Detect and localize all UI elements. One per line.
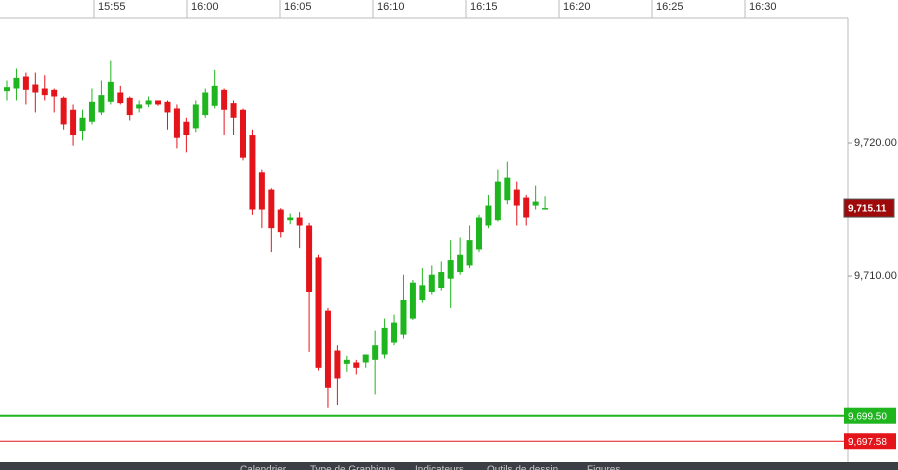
candle-body [173, 108, 180, 138]
candle-body [532, 201, 539, 206]
y-tick-label: 9,720.00 [854, 137, 897, 149]
candle-body [296, 217, 303, 226]
candle-body [4, 87, 10, 92]
candle-body [22, 76, 29, 90]
candle-body [202, 92, 209, 116]
candle-body [504, 177, 511, 201]
toolbar-item[interactable]: Calendrier [240, 465, 287, 470]
candle-body [523, 197, 530, 218]
candle-body [145, 100, 152, 105]
candle-body [409, 282, 416, 319]
candle-body [88, 101, 95, 122]
x-tick-label: 16:10 [377, 1, 405, 13]
candle-body [183, 121, 190, 136]
x-tick-label: 16:00 [191, 1, 219, 13]
price-line-label: 9,697.58 [848, 437, 887, 448]
candle-body [362, 354, 369, 363]
candle-body [32, 84, 39, 93]
price-line-tag [844, 433, 896, 450]
x-tick-label: 16:05 [284, 1, 312, 13]
toolbar-item[interactable]: Figures [587, 465, 620, 470]
toolbar [0, 462, 898, 470]
candle-body [126, 97, 133, 116]
candle-body [476, 217, 482, 250]
candle-body [60, 97, 67, 125]
candle-body [249, 135, 256, 210]
candle-body [466, 240, 473, 266]
price-line-label: 9,699.50 [848, 411, 887, 422]
candle-body [51, 89, 58, 97]
x-tick-label: 16:20 [563, 1, 591, 13]
candle-body [136, 104, 143, 109]
toolbar-item[interactable]: Indicateurs [415, 465, 464, 470]
candle-body [315, 257, 322, 368]
candle-body [457, 254, 464, 273]
candle-body [268, 189, 275, 229]
candle-body [428, 274, 435, 293]
candle-body [258, 172, 265, 210]
candle-body [447, 260, 454, 279]
candle-body [98, 95, 105, 113]
candle-body [372, 345, 379, 360]
candle-body [240, 109, 246, 158]
candle-body [306, 225, 313, 293]
candle-body [221, 89, 228, 110]
candle-body [485, 205, 492, 226]
candle-body [381, 327, 388, 355]
price-line-tag [844, 407, 896, 424]
candle-body [353, 362, 360, 368]
candle-body [513, 189, 520, 206]
candle-body [391, 322, 398, 343]
last-price-tag [843, 198, 895, 218]
candle-body [107, 81, 114, 102]
candle-body [164, 101, 171, 113]
candle-body [277, 209, 284, 233]
candle-body [400, 299, 407, 335]
x-tick-label: 15:55 [98, 1, 126, 13]
candle-body [117, 92, 124, 104]
candle-body [287, 217, 294, 221]
candle-body [155, 100, 162, 105]
last-price-label: 9,715.11 [848, 204, 887, 215]
toolbar-item[interactable]: Outils de dessin [487, 465, 558, 470]
x-tick-label: 16:15 [470, 1, 498, 13]
candle-body [230, 103, 237, 118]
candle-body [542, 208, 549, 210]
candle-body [438, 272, 445, 289]
toolbar-item[interactable]: Type de Graphique [310, 465, 395, 470]
candle-body [41, 88, 48, 96]
candle-body [419, 285, 426, 300]
x-tick-label: 16:25 [656, 1, 684, 13]
candle-body [79, 117, 86, 132]
candle-body [494, 181, 501, 221]
candle-body [343, 359, 350, 364]
candle-body [324, 310, 331, 388]
x-tick-label: 16:30 [749, 1, 777, 13]
candle-body [70, 109, 77, 136]
candle-body [334, 350, 341, 379]
candle-body [211, 85, 218, 106]
candle-body [192, 104, 199, 129]
y-tick-label: 9,710.00 [854, 270, 897, 282]
candle-body [13, 77, 20, 89]
